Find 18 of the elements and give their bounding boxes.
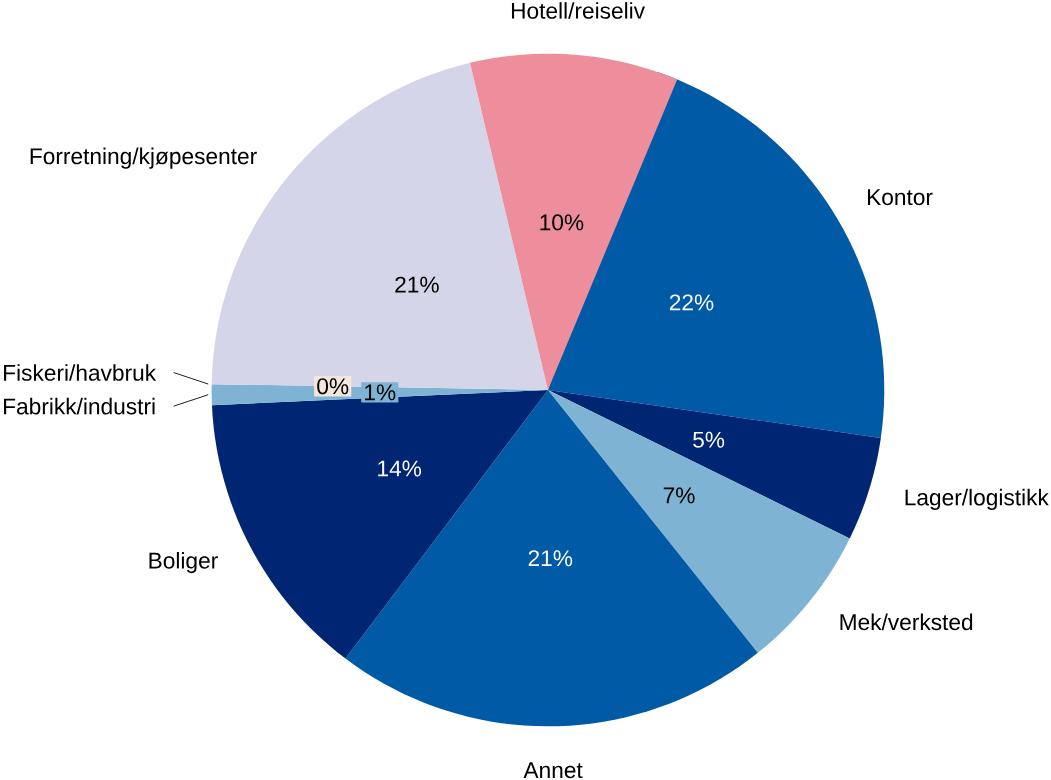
data-label: 14% [378,460,422,477]
data-label: 21% [395,276,439,293]
text: 0% [317,378,349,395]
slice-label: Kontor [867,189,933,205]
data-label: 7% [663,487,695,504]
data-label: 1% [365,384,396,401]
legend-label: Fiskeri/havbruk [4,364,157,381]
slice-label: Mek/verksted [840,613,973,630]
slice-label: Lager/logistikk [905,488,1049,510]
data-label: 5% [693,431,725,448]
data-label: 10% [540,214,584,231]
slice-label: Hotell/reiseliv [511,1,645,19]
slice-label: Forretning/kjøpesenter [30,147,257,169]
slice-label: Boliger [149,551,218,573]
slice-label: Annet [523,762,583,778]
slice-label: Fabrikk/industri [4,397,155,415]
data-label: 21% [528,550,573,566]
data-label: 22% [669,294,714,311]
